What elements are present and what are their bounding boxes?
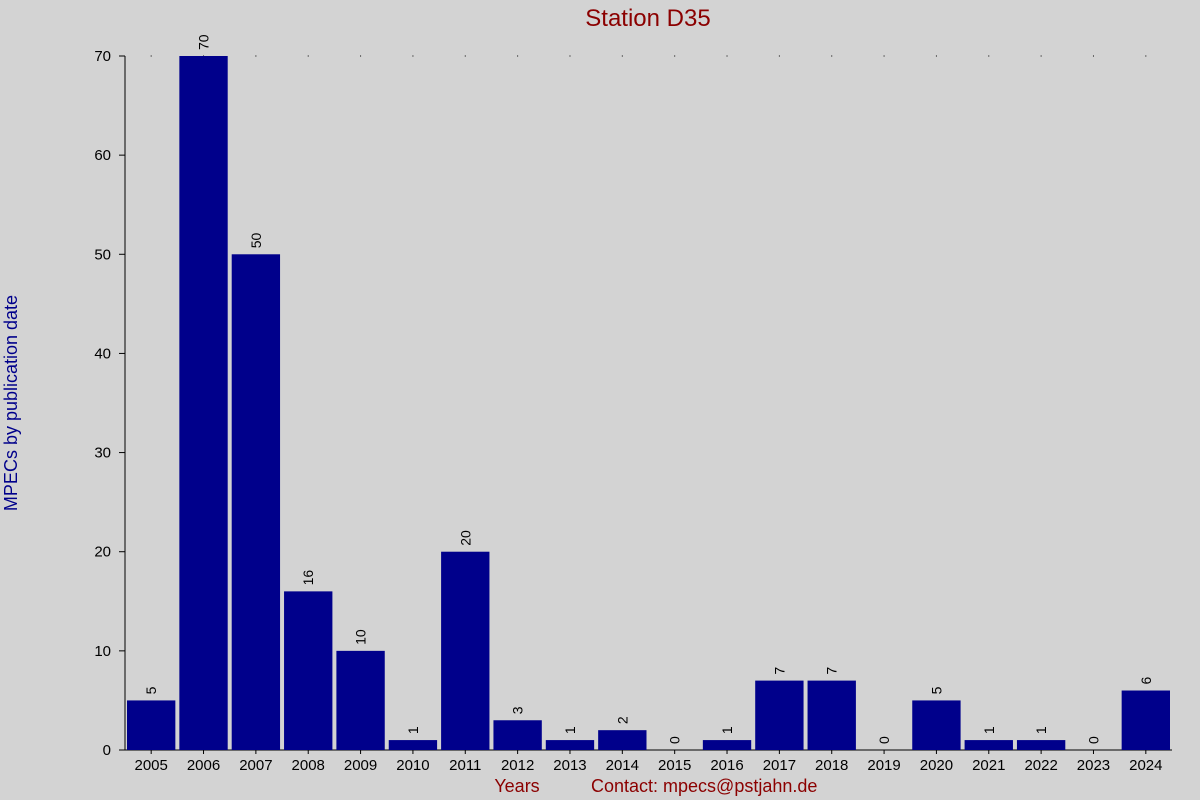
- bar-value-label: 2: [614, 716, 630, 724]
- top-dot-marker: [935, 55, 937, 57]
- y-tick-label: 50: [94, 246, 111, 263]
- x-tick-label: 2015: [658, 757, 691, 774]
- bar: [127, 700, 176, 750]
- y-tick-label: 0: [103, 742, 111, 759]
- x-tick-label: 2006: [187, 757, 220, 774]
- bar-value-label: 20: [457, 530, 473, 546]
- top-dot-marker: [1040, 55, 1042, 57]
- x-tick-label: 2007: [239, 757, 272, 774]
- bar-value-label: 3: [510, 706, 526, 714]
- bar-value-label: 10: [353, 629, 369, 645]
- bar: [284, 591, 333, 750]
- x-tick-label: 2012: [501, 757, 534, 774]
- bar-value-label: 6: [1138, 677, 1154, 685]
- bar-value-label: 1: [981, 726, 997, 734]
- bar: [336, 650, 385, 750]
- y-tick-label: 30: [94, 445, 111, 462]
- bar-value-label: 1: [562, 726, 578, 734]
- bar-value-label: 7: [824, 667, 840, 675]
- x-tick-label: 2023: [1077, 757, 1110, 774]
- x-tick-label: 2010: [396, 757, 429, 774]
- y-axis-label: MPECs by publication date: [1, 295, 21, 511]
- bar: [179, 56, 228, 750]
- bar-value-label: 5: [928, 686, 944, 694]
- bar: [912, 700, 961, 750]
- plot-area: 0102030405060702005520067020075020081620…: [94, 34, 1172, 774]
- bar: [598, 730, 647, 750]
- bar-value-label: 70: [196, 34, 212, 50]
- top-dot-marker: [726, 55, 728, 57]
- bar-value-label: 1: [719, 726, 735, 734]
- bar-value-label: 5: [143, 686, 159, 694]
- x-tick-label: 2009: [344, 757, 377, 774]
- bar-value-label: 0: [876, 736, 892, 744]
- top-dot-marker: [883, 55, 885, 57]
- y-tick-label: 70: [94, 48, 111, 65]
- x-tick-label: 2020: [920, 757, 953, 774]
- bar-value-label: 0: [1085, 736, 1101, 744]
- top-dot-marker: [1092, 55, 1094, 57]
- top-dot-marker: [307, 55, 309, 57]
- bar-value-label: 7: [771, 667, 787, 675]
- top-dot-marker: [621, 55, 623, 57]
- top-dot-marker: [988, 55, 990, 57]
- x-tick-label: 2024: [1129, 757, 1162, 774]
- y-tick-label: 10: [94, 643, 111, 660]
- bar: [493, 720, 542, 750]
- top-dot-marker: [412, 55, 414, 57]
- bar: [755, 680, 804, 750]
- top-dot-marker: [150, 55, 152, 57]
- top-dot-marker: [360, 55, 362, 57]
- bar-value-label: 1: [1033, 726, 1049, 734]
- bar: [545, 740, 595, 750]
- bar: [702, 740, 752, 750]
- bar-value-label: 50: [248, 232, 264, 248]
- x-tick-label: 2005: [134, 757, 167, 774]
- y-tick-label: 40: [94, 345, 111, 362]
- bar: [231, 254, 281, 751]
- chart-title: Station D35: [585, 5, 710, 32]
- top-dot-marker: [1145, 55, 1147, 57]
- x-tick-label: 2016: [710, 757, 743, 774]
- x-tick-label: 2011: [449, 757, 481, 774]
- x-tick-label: 2018: [815, 757, 848, 774]
- bar: [441, 551, 490, 750]
- bar: [964, 740, 1013, 750]
- top-dot-marker: [778, 55, 780, 57]
- x-tick-label: 2014: [606, 757, 639, 774]
- x-tick-label: 2021: [972, 757, 1005, 774]
- y-tick-label: 20: [94, 544, 111, 561]
- contact-footer: Contact: mpecs@pstjahn.de: [591, 776, 817, 796]
- x-tick-label: 2008: [292, 757, 325, 774]
- x-tick-label: 2017: [763, 757, 796, 774]
- top-dot-marker: [674, 55, 676, 57]
- top-dot-marker: [831, 55, 833, 57]
- bar-value-label: 0: [667, 736, 683, 744]
- top-dot-marker: [255, 55, 257, 57]
- y-tick-label: 60: [94, 147, 111, 164]
- bar-value-label: 1: [405, 726, 421, 734]
- bar: [388, 740, 438, 750]
- top-dot-marker: [464, 55, 466, 57]
- bar: [1016, 740, 1066, 750]
- top-dot-marker: [569, 55, 571, 57]
- bar: [807, 680, 856, 750]
- x-tick-label: 2019: [867, 757, 900, 774]
- x-tick-label: 2013: [553, 757, 586, 774]
- bar-value-label: 16: [300, 570, 316, 586]
- bar: [1121, 690, 1170, 750]
- top-dot-marker: [517, 55, 519, 57]
- x-axis-label: Years: [494, 776, 539, 796]
- x-tick-label: 2022: [1024, 757, 1057, 774]
